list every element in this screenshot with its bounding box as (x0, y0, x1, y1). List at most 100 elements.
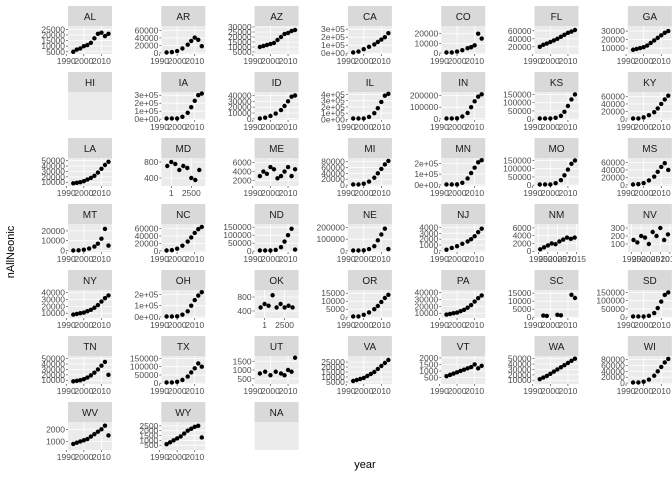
panel-nv-xtick-label: 2015 (660, 254, 672, 264)
panel-wa-point (572, 356, 578, 361)
panel-nd-xtick-label: 2000 (261, 254, 280, 264)
panel-ar-point (192, 35, 197, 40)
panel-il-point (356, 116, 361, 121)
panel-wv-point (74, 440, 80, 445)
panel-wv-point (88, 434, 94, 439)
panel-ga-xtick-label: 2010 (652, 56, 671, 66)
panel-tx-xtick-label: 2010 (185, 386, 204, 396)
panel-md-point (165, 163, 170, 169)
panel-al-point (95, 31, 101, 37)
panel-nv-ytick-label: 100 (611, 239, 625, 249)
panel-ga-point (659, 33, 664, 38)
panel-ar-xtick-label: 2000 (168, 56, 187, 66)
panel-me-point (275, 176, 280, 181)
panel-ca-point (366, 44, 372, 49)
panel-nm-point (560, 237, 566, 242)
panel-al-ytick-label: 15000 (41, 36, 65, 46)
panel-wi-ytick-label: 80000 (601, 355, 625, 365)
panel-mo-xtick-label: 2000 (541, 188, 560, 198)
panel-al-strip (68, 6, 112, 26)
panel-vt-point (479, 363, 484, 368)
panel-tn-point (78, 378, 83, 383)
panel-ms-point (659, 164, 664, 170)
panel-la-point (95, 170, 101, 175)
panel-va-xtick-label: 1990 (337, 386, 356, 396)
panel-mt-xtick-label: 2000 (74, 254, 93, 264)
panel-id-xtick-label: 2000 (261, 122, 280, 132)
panel-nc-ytick-label: 60000 (135, 223, 159, 233)
panel-or-point (375, 303, 381, 309)
panel-ks-xtick-label: 2010 (558, 122, 577, 132)
panel-mi-ytick-label: 60000 (321, 162, 345, 172)
panel-sc-xtick-label: 2010 (558, 320, 577, 330)
panel-la-ytick-label: 50000 (41, 156, 65, 166)
panel-ky-strip (627, 72, 672, 92)
panel-il-ytick-label: 4e+05 (321, 89, 345, 99)
panel-nj-xtick-label: 2010 (465, 254, 484, 264)
panel-az-ytick-label: 20000 (228, 32, 252, 42)
panel-tx-ytick-label: 50000 (135, 370, 159, 380)
panel-tn-xtick-label: 1990 (57, 386, 76, 396)
panel-fl-strip (534, 6, 579, 26)
panel-az-point (257, 44, 263, 50)
panel-az-point (261, 43, 266, 49)
panel-ny-point (78, 311, 83, 316)
panel-mt-point (102, 226, 108, 232)
panel-az-point (292, 27, 298, 33)
panel-or-ytick-label: 15000 (321, 288, 345, 298)
panel-mo-point (558, 178, 564, 183)
panel-ca-point (382, 35, 388, 40)
panel-al-point (92, 36, 97, 41)
panel-nj-strip-label: NJ (457, 210, 469, 221)
panel-md: MD 400 800 1 2500 (144, 138, 206, 198)
panel-vt-xtick-label: 1990 (430, 386, 449, 396)
panel-mt-point (99, 236, 104, 241)
panel-az-point (282, 31, 287, 37)
panel-md-point (181, 163, 186, 169)
panel-wa-ytick-label: 50000 (508, 354, 532, 364)
panel-nv-point (635, 240, 640, 245)
panel-mo-point (565, 167, 571, 172)
panel-ga-xtick-label: 2000 (634, 56, 653, 66)
panel-sd-ytick-label: 150000 (596, 287, 625, 297)
panel-ok-strip (254, 270, 299, 290)
panel-pa-point (454, 310, 460, 315)
panel-vt-xtick-label: 2000 (448, 386, 467, 396)
panel-ca-plot-area (347, 26, 392, 54)
panel-nm-xtick-label: 1995 (529, 254, 548, 264)
panel-ky-xtick-label: 1990 (617, 122, 636, 132)
panel-ia-xtick-label: 1990 (150, 122, 169, 132)
panel-sc-point (569, 292, 574, 297)
panel-ks-ytick-label: 0 (527, 114, 532, 124)
panel-mt-strip (68, 204, 112, 224)
panel-co-point (454, 49, 460, 54)
panel-me-point (264, 171, 270, 177)
panel-va-point (379, 363, 384, 369)
panel-id-point (268, 113, 273, 119)
panel-md-point (169, 159, 174, 165)
panel-nj-ytick-label: 2000 (419, 234, 438, 244)
panel-ga-ytick-label: 10000 (601, 43, 625, 53)
panel-va-ytick-label: 5000 (326, 377, 345, 387)
panel-mi-ytick-label: 0 (340, 180, 345, 190)
panel-mt-point (81, 247, 87, 252)
panel-vt-point (454, 370, 460, 375)
panel-nc-xtick-label: 2010 (185, 254, 204, 264)
panel-sc-point (555, 312, 560, 317)
panel-nc-xtick-label: 1990 (150, 254, 169, 264)
panel-fl-point (548, 39, 553, 45)
panel-oh-ytick-label: 0e+00 (134, 312, 158, 322)
panel-ms-ytick-label: 20000 (601, 172, 625, 182)
panel-ne-xtick-label: 2000 (354, 254, 373, 264)
panel-or-strip (347, 270, 392, 290)
panel-ca-ytick-label: 3e+05 (321, 24, 345, 34)
panel-mi-ytick-label: 80000 (321, 157, 345, 167)
panel-wi-point (655, 369, 660, 374)
panel-co-ytick-label: 10000 (415, 38, 439, 48)
